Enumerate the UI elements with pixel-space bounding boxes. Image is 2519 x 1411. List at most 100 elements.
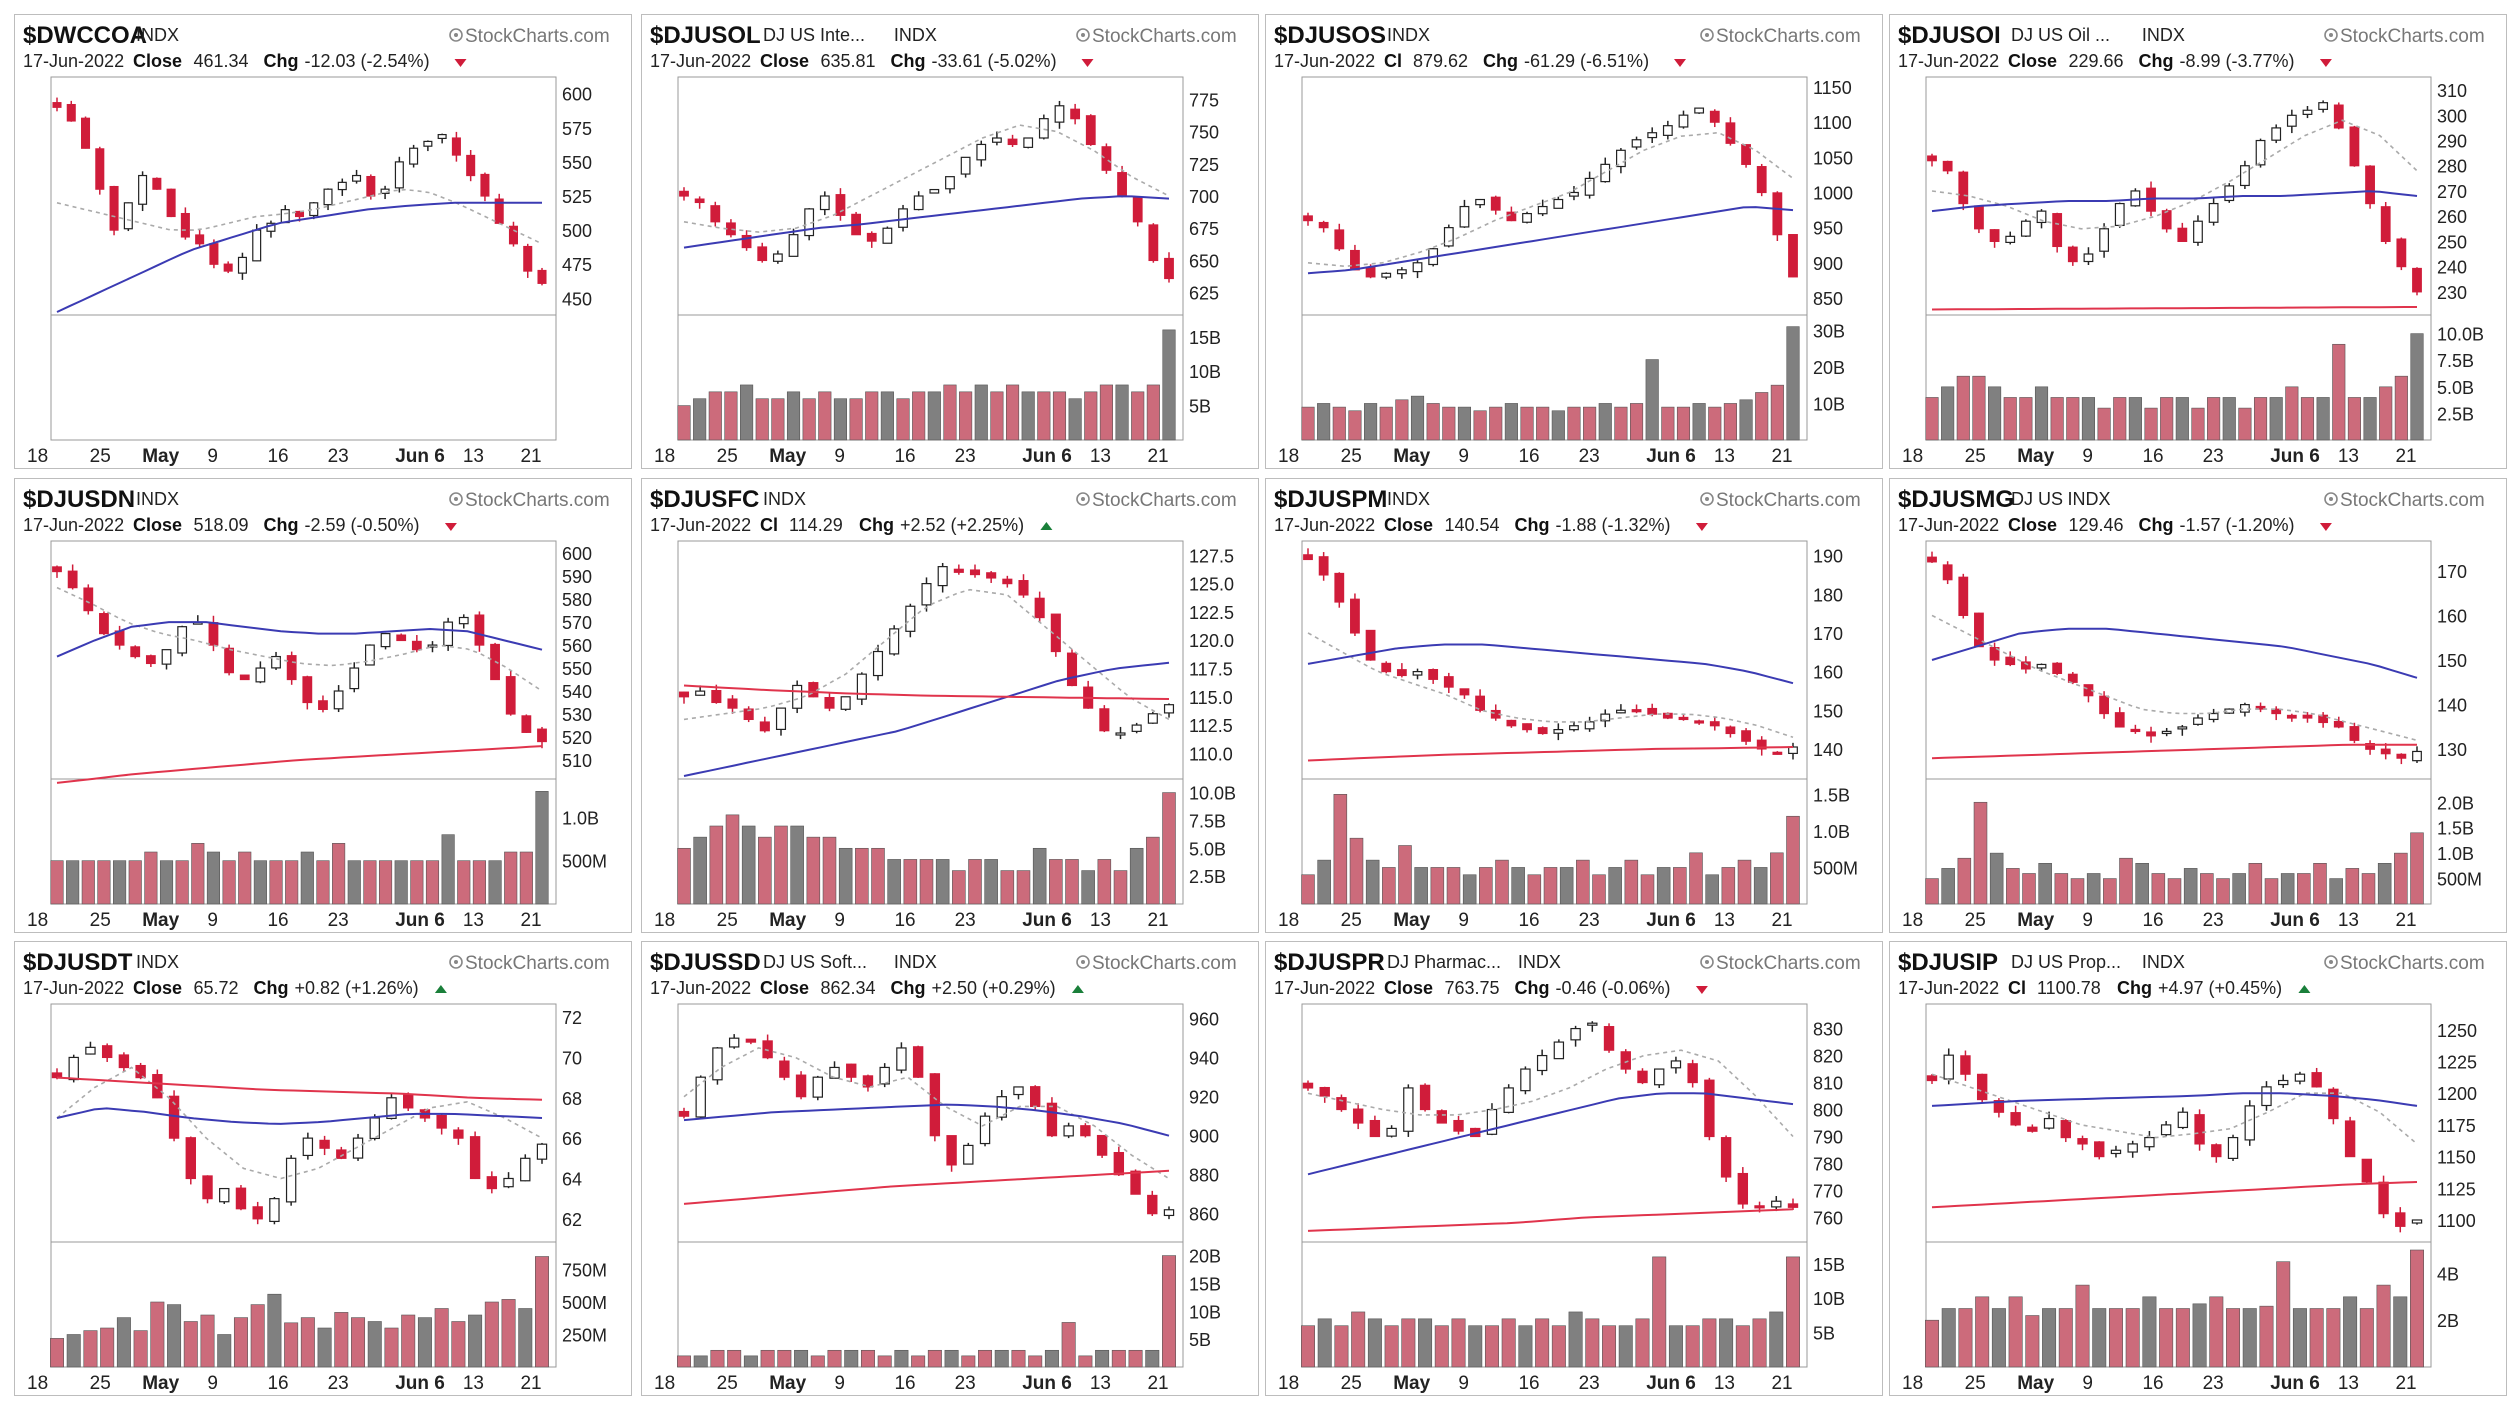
volume-tick: 750M [562, 1261, 607, 1281]
volume-bar [952, 870, 966, 905]
candle-body [1013, 1086, 1024, 1096]
chart-panel-djusip[interactable]: $DJUSIP DJ US Prop... INDX StockCharts.com 1… [1889, 941, 2507, 1396]
price-tick: 150 [1813, 701, 1843, 721]
chart-panel-djusdn[interactable]: $DJUSDN INDX StockCharts.com 17-Jun-2022 Clo… [14, 478, 632, 933]
date-label: 17-Jun-2022 [1898, 978, 1999, 998]
volume-bar [316, 860, 330, 905]
watermark: StockCharts.com [449, 26, 610, 47]
price-tick: 770 [1813, 1181, 1843, 1201]
chart-panel-djusdt[interactable]: $DJUSDT INDX StockCharts.com 17-Jun-2022 Clo… [14, 941, 632, 1396]
candle-body [1976, 1073, 1988, 1101]
exchange-label: INDX [1387, 489, 1430, 509]
volume-tick: 30B [1813, 321, 1845, 341]
close-label: Cl [760, 515, 778, 535]
candle-body [536, 1143, 548, 1160]
candle-body [2193, 717, 2203, 725]
candle-body [992, 137, 1002, 143]
volume-bar [1753, 867, 1768, 905]
x-tick: 25 [90, 910, 111, 931]
brand-logo-icon [1076, 955, 1090, 969]
volume-bar [1925, 878, 1939, 905]
volume-bar [677, 847, 691, 905]
price-tick: 112.5 [1189, 716, 1233, 736]
candle-body [352, 1137, 364, 1159]
x-tick: 25 [717, 910, 738, 931]
exchange-label: INDX [894, 952, 937, 972]
candle-body [1131, 724, 1142, 732]
candle-body [1453, 1119, 1464, 1132]
volume-bar [790, 825, 804, 905]
volume-bar [2054, 873, 2069, 905]
chart-panel-djuspr[interactable]: $DJUSPR DJ Pharmac... INDX StockCharts.com 1… [1265, 941, 1883, 1396]
candles [679, 100, 1174, 283]
volume-bar [1367, 1318, 1382, 1368]
x-tick: May [142, 446, 179, 467]
chart-panel-dwccoa[interactable]: $DWCCOA INDX StockCharts.com 17-Jun-2022 Clo… [14, 14, 632, 469]
candle-body [824, 697, 835, 709]
x-tick: 13 [1090, 1373, 1111, 1394]
candle-body [835, 194, 846, 216]
chart-panel-djuspm[interactable]: $DJUSPM INDX StockCharts.com 17-Jun-2022 Clo… [1265, 478, 1883, 933]
chart-panel-djussd[interactable]: $DJUSSD DJ US Soft... INDX StockCharts.com 1… [641, 941, 1259, 1396]
candle-body [537, 728, 547, 743]
price-tick: 240 [2437, 258, 2467, 278]
volume-bar [253, 860, 267, 905]
volume-bar [833, 398, 848, 441]
time-axis: 18 25 May 9 16 23 Jun 6 13 21 [27, 910, 542, 931]
volume-axis: 4B 2B [2437, 1264, 2459, 1331]
candle-body [52, 102, 62, 108]
candle-body [1741, 144, 1751, 165]
candles [51, 1041, 548, 1225]
price-tick: 560 [562, 636, 592, 656]
volume-tick: 250M [562, 1326, 607, 1346]
candle-body [1070, 108, 1081, 120]
exchange-label: INDX [2142, 25, 2185, 45]
candle-body [1709, 110, 1720, 123]
candle-body [1754, 1205, 1765, 1209]
volume-bar [2160, 397, 2174, 441]
candle-body [710, 205, 721, 223]
candle-body [1475, 695, 1485, 711]
candle-body [1927, 556, 1937, 563]
watermark: StockCharts.com [2324, 953, 2485, 974]
close-label: Close [1384, 515, 1433, 535]
chg-label: Chg [1515, 978, 1550, 998]
volume-bar [2361, 873, 2376, 905]
chart-panel-djusos[interactable]: $DJUSOS INDX StockCharts.com 17-Jun-2022 Cl 8… [1265, 14, 1883, 469]
volume-bar [2269, 397, 2283, 441]
candle-body [945, 176, 955, 190]
price-tick: 280 [2437, 157, 2467, 177]
volume-bar [334, 1312, 349, 1368]
price-tick: 775 [1189, 90, 1219, 110]
x-tick: 23 [328, 446, 349, 467]
x-tick: 18 [1902, 910, 1923, 931]
chart-panel-djusol[interactable]: $DJUSOL DJ US Inte... INDX StockCharts.com 1… [641, 14, 1259, 469]
candle-body [85, 1046, 96, 1055]
candle-body [1926, 1075, 1938, 1082]
candle-body [2224, 185, 2235, 202]
volume-bar [1629, 403, 1644, 441]
x-tick: 21 [520, 910, 541, 931]
price-frame [677, 1003, 1184, 1368]
candle-body [2161, 210, 2172, 230]
volume-bar [2343, 1296, 2358, 1368]
ma-line-short [1307, 632, 1794, 739]
volume-bar [1384, 1325, 1399, 1368]
volume-bar [97, 860, 111, 905]
candle-body [1584, 177, 1595, 196]
volume-bar [2151, 873, 2166, 905]
exchange-label: INDX [2142, 952, 2185, 972]
chart-panel-djusmg[interactable]: $DJUSMG DJ US INDX StockCharts.com 17-Jun-20… [1889, 478, 2507, 933]
candle-body [208, 622, 219, 646]
volume-bar [519, 851, 533, 905]
volume-bar [1739, 399, 1753, 441]
x-tick: 9 [207, 1373, 218, 1394]
volume-bar [1551, 410, 1565, 441]
candle-body [1319, 1086, 1330, 1097]
volume-bar [944, 1349, 959, 1368]
x-tick: 25 [1965, 1373, 1986, 1394]
price-tick: 940 [1189, 1049, 1219, 1069]
chart-panel-djusoi[interactable]: $DJUSOI DJ US Oil ... INDX StockCharts.com 1… [1889, 14, 2507, 469]
chart-panel-djusfc[interactable]: $DJUSFC INDX StockCharts.com 17-Jun-2022 Cl 1… [641, 478, 1259, 933]
candle-body [946, 1135, 957, 1166]
